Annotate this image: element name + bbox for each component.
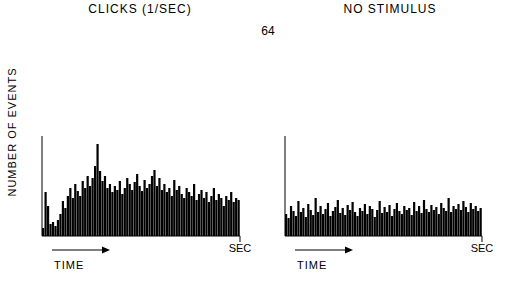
svg-text:TIME: TIME [297, 259, 327, 271]
html-text:64: 64 [261, 24, 275, 38]
svg-text:SEC: SEC [471, 242, 494, 254]
svg-text:TIME: TIME [54, 259, 84, 271]
svg-text:SEC: SEC [229, 242, 252, 254]
html-text:CLICKS (1/SEC): CLICKS (1/SEC) [88, 2, 192, 16]
html-text:NO STIMULUS: NO STIMULUS [343, 2, 437, 16]
svg-text:NUMBER OF EVENTS: NUMBER OF EVENTS [8, 67, 18, 196]
